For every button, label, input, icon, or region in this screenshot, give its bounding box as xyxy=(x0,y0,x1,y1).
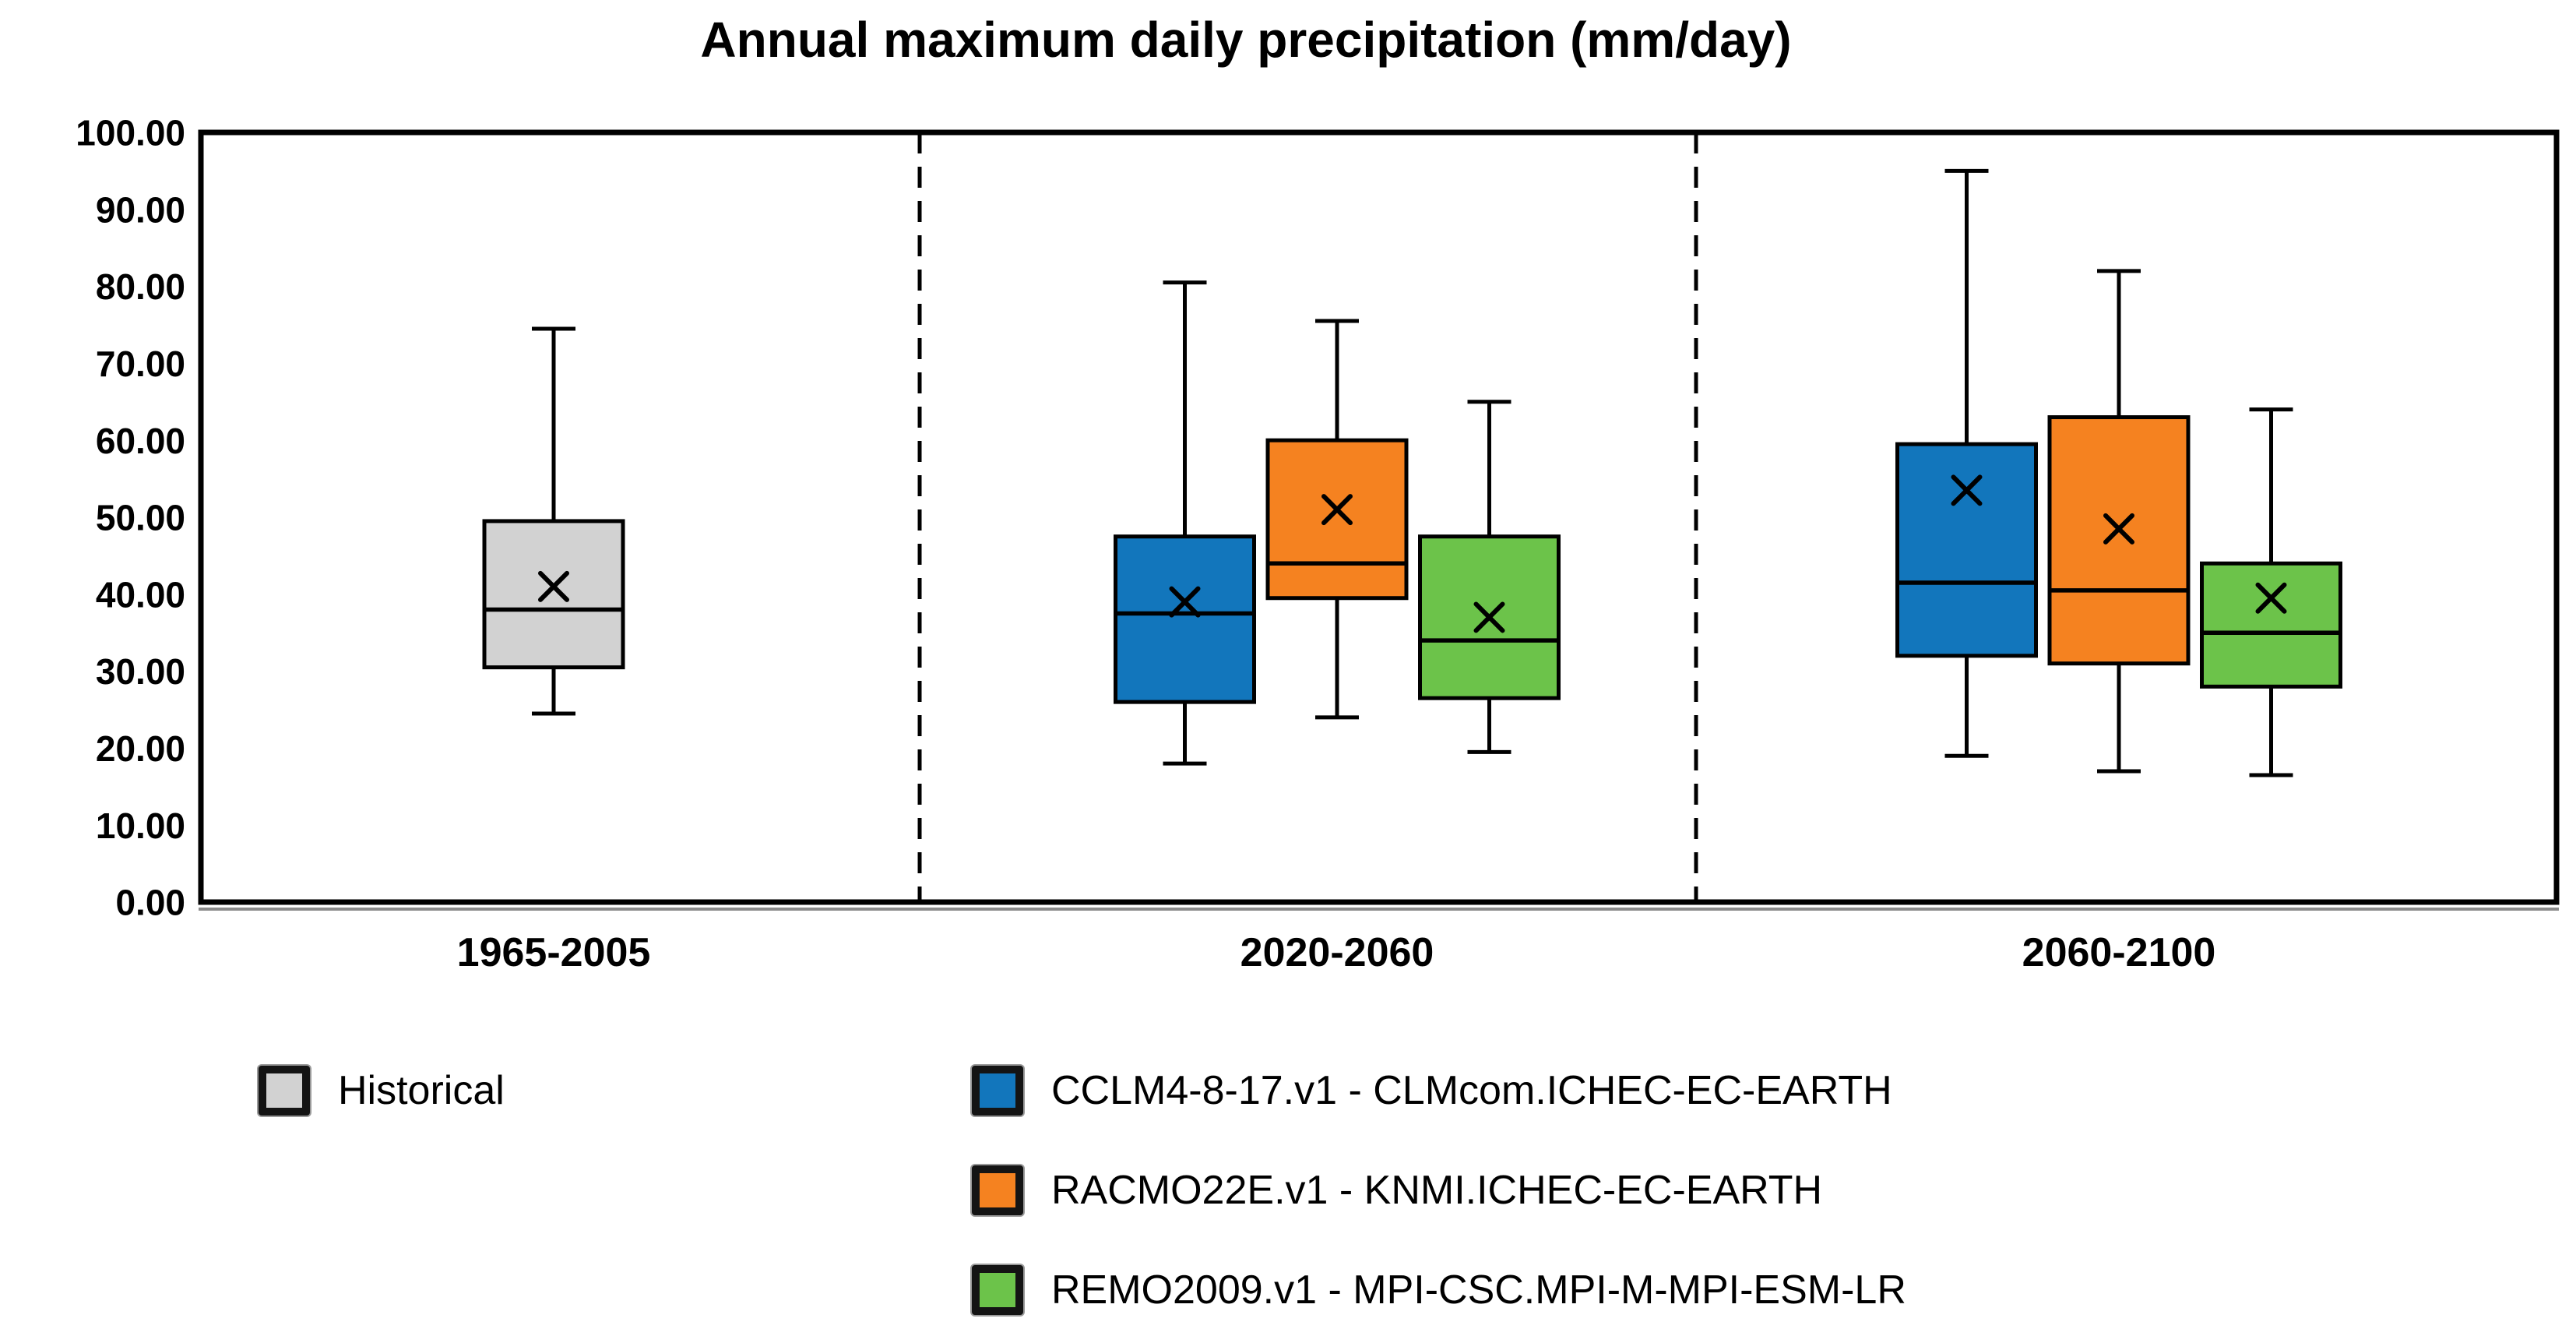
box-remo2009-2060-2100 xyxy=(2200,561,2342,689)
y-tick-label: 10.00 xyxy=(96,805,185,846)
x-category-label: 2060-2100 xyxy=(2022,930,2216,975)
y-tick-label: 100.00 xyxy=(76,113,185,153)
y-tick-label: 0.00 xyxy=(115,883,185,923)
x-category-label: 2020-2060 xyxy=(1240,930,1434,975)
legend-label-remo: REMO2009.v1 - MPI-CSC.MPI-M-MPI-ESM-LR xyxy=(1051,1267,1906,1313)
y-tick-label: 30.00 xyxy=(96,651,185,692)
mean-marker-cclm4-8-17-2020-2060 xyxy=(1169,586,1201,618)
legend-item-remo: REMO2009.v1 - MPI-CSC.MPI-M-MPI-ESM-LR xyxy=(972,1265,1906,1315)
y-tick-label: 70.00 xyxy=(96,344,185,384)
y-tick-label: 50.00 xyxy=(96,498,185,538)
y-tick-label: 60.00 xyxy=(96,421,185,461)
chart-title: Annual maximum daily precipitation (mm/d… xyxy=(700,12,1792,68)
legend-item-racmo: RACMO22E.v1 - KNMI.ICHEC-EC-EARTH xyxy=(972,1165,1822,1215)
legend-label-racmo: RACMO22E.v1 - KNMI.ICHEC-EC-EARTH xyxy=(1051,1168,1823,1213)
mean-marker-racmo22e-2020-2060 xyxy=(1321,494,1353,526)
legend-swatch-historical xyxy=(259,1066,310,1116)
y-tick-label: 80.00 xyxy=(96,266,185,307)
y-tick-label: 90.00 xyxy=(96,189,185,230)
box-cclm4-8-17-2020-2060 xyxy=(1114,534,1256,704)
legend-item-cclm: CCLM4-8-17.v1 - CLMcom.ICHEC-EC-EARTH xyxy=(972,1066,1892,1116)
y-tick-label: 40.00 xyxy=(96,574,185,615)
legend-swatch-cclm xyxy=(972,1066,1023,1116)
legend-swatch-remo xyxy=(972,1265,1023,1315)
legend-label-cclm: CCLM4-8-17.v1 - CLMcom.ICHEC-EC-EARTH xyxy=(1051,1068,1892,1113)
mean-marker-remo2009-2060-2100 xyxy=(2255,582,2287,614)
box-cclm4-8-17-2060-2100 xyxy=(1895,442,2038,658)
y-tick-label: 20.00 xyxy=(96,728,185,769)
mean-marker-historical-1965-2005 xyxy=(538,570,569,602)
legend-swatch-racmo xyxy=(972,1165,1023,1215)
mean-marker-remo2009-2020-2060 xyxy=(1473,601,1505,633)
legend-item-historical: Historical xyxy=(259,1066,505,1116)
x-category-label: 1965-2005 xyxy=(457,930,651,975)
box-historical-1965-2005 xyxy=(482,519,625,670)
plot-border xyxy=(198,129,2560,905)
legend-label-historical: Historical xyxy=(338,1068,505,1113)
mean-marker-cclm4-8-17-2060-2100 xyxy=(1951,474,1983,506)
mean-marker-racmo22e-2060-2100 xyxy=(2103,513,2134,545)
box-racmo22e-2060-2100 xyxy=(2047,415,2191,666)
box-racmo22e-2020-2060 xyxy=(1265,438,1409,601)
